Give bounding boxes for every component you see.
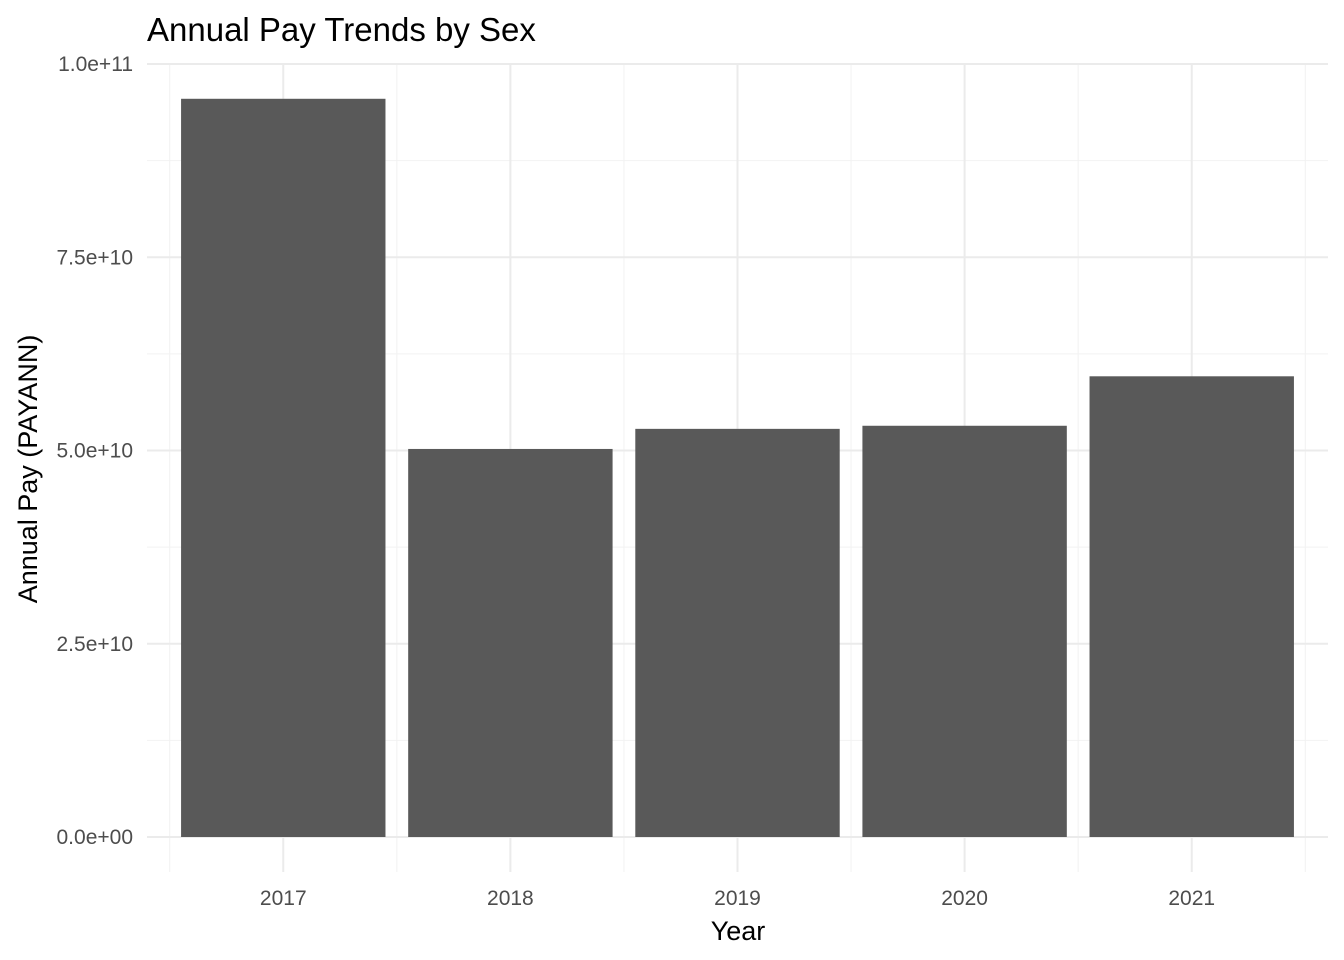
x-tick-label: 2018 (487, 887, 534, 910)
y-axis-ticks: 0.0e+00 2.5e+10 5.0e+10 7.5e+10 1.0e+11 (57, 53, 134, 849)
x-tick-label: 2021 (1168, 887, 1215, 910)
y-tick-label: 1.0e+11 (58, 53, 133, 76)
x-axis-title: Year (711, 916, 766, 946)
bar-2021 (1089, 376, 1294, 837)
y-tick-label: 2.5e+10 (57, 633, 134, 656)
y-tick-label: 0.0e+00 (57, 826, 134, 849)
y-tick-label: 5.0e+10 (57, 440, 134, 463)
bar-2017 (181, 98, 386, 837)
x-tick-label: 2019 (714, 887, 761, 910)
x-tick-label: 2020 (941, 887, 988, 910)
bar-2018 (408, 448, 613, 837)
bar-2019 (635, 428, 840, 837)
bars (181, 98, 1294, 837)
chart-title: Annual Pay Trends by Sex (147, 11, 536, 48)
y-tick-label: 7.5e+10 (57, 246, 134, 269)
y-axis-title: Annual Pay (PAYANN) (13, 335, 43, 604)
x-axis-ticks: 2017 2018 2019 2020 2021 (260, 887, 1215, 910)
x-tick-label: 2017 (260, 887, 307, 910)
bar-2020 (862, 425, 1067, 837)
